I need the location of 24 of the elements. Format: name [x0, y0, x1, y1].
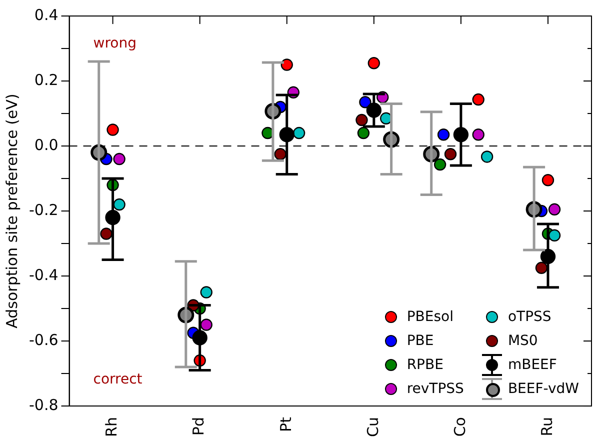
x-tick-label: Cu: [364, 417, 382, 438]
x-tick-label: Ru: [538, 417, 556, 436]
legend-label: RPBE: [406, 357, 444, 373]
annotation: correct: [93, 372, 143, 388]
legend-label: mBEEF: [508, 357, 557, 373]
y-tick-label: 0.0: [34, 136, 58, 154]
legend-label: BEEF-vdW: [508, 381, 579, 397]
legend-label: oTPSS: [508, 309, 552, 325]
legend-label: PBEsol: [406, 309, 454, 325]
y-tick-label: -0.2: [28, 200, 58, 219]
y-tick-label: -0.4: [28, 266, 58, 284]
annotation: wrong: [93, 36, 136, 52]
y-tick-label: -0.8: [28, 396, 58, 414]
x-tick-label: Pt: [276, 416, 295, 432]
x-tick-label: Pd: [190, 417, 208, 436]
legend-label: revTPSS: [406, 381, 464, 397]
legend-label: PBE: [406, 333, 434, 349]
y-tick-label: -0.6: [28, 330, 58, 349]
y-axis-title: Adsorption site preference (eV): [2, 94, 21, 328]
x-tick-label: Co: [450, 417, 469, 437]
y-tick-label: 0.2: [34, 70, 58, 89]
legend-label: MS0: [508, 333, 538, 349]
x-tick-label: Rh: [102, 417, 121, 437]
y-tick-label: 0.4: [34, 6, 58, 24]
